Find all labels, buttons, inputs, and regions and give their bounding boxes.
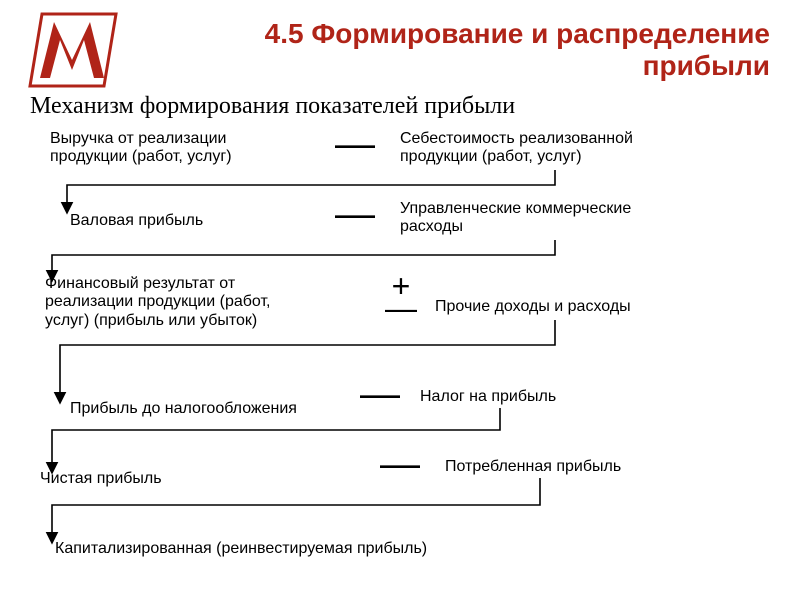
node-admin-expenses: Управленческие коммерческиерасходы (400, 200, 720, 237)
op-minus-1: — (335, 130, 375, 158)
node-income-tax: Налог на прибыль (420, 388, 670, 406)
op-minus-4: — (360, 380, 400, 408)
node-capitalized: Капитализированная (реинвестируемая приб… (55, 540, 655, 558)
op-plusminus: +— (385, 275, 417, 320)
node-pretax-profit: Прибыль до налогообложения (70, 400, 370, 418)
slide-title: 4.5 Формирование и распределение прибыли (180, 18, 770, 82)
node-net-profit: Чистая прибыль (40, 470, 240, 488)
node-cost: Себестоимость реализованнойпродукции (ра… (400, 130, 720, 167)
node-gross-profit: Валовая прибыль (70, 212, 270, 230)
node-consumed-profit: Потребленная прибыль (445, 458, 725, 476)
op-minus-2: — (335, 200, 375, 228)
node-operating-result: Финансовый результат отреализации продук… (45, 275, 345, 330)
node-other-income: Прочие доходы и расходы (435, 298, 735, 316)
op-minus-5: — (380, 450, 420, 478)
slide-subtitle: Механизм формирования показателей прибыл… (30, 93, 515, 120)
node-revenue: Выручка от реализациипродукции (работ, у… (50, 130, 310, 167)
slide: { "title": { "text": "4.5 Формирование и… (0, 0, 800, 600)
